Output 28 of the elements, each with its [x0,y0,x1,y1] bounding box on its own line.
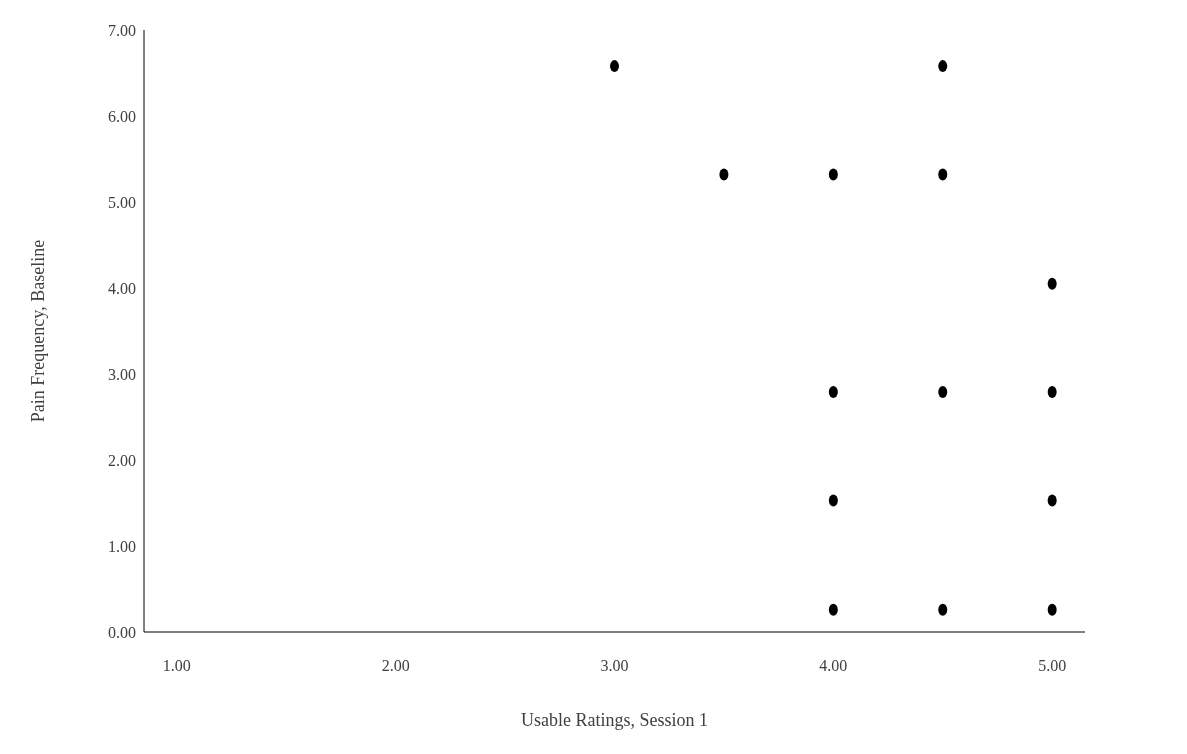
point [1047,603,1057,616]
point [1047,494,1057,507]
y-tick-label: 6.00 [108,107,136,125]
x-tick-label: 5.00 [1038,657,1067,675]
x-tick-label: 2.00 [381,657,410,675]
point [828,386,838,399]
point [828,494,838,507]
y-tick-label: 1.00 [108,537,136,555]
y-axis-title: Pain Frequency, Baseline [28,239,49,423]
point [938,603,948,616]
point [938,168,948,181]
point [1047,277,1057,290]
y-tick-label: 3.00 [108,365,136,383]
y-tick-label: 2.00 [108,451,136,469]
x-axis-title: Usable Ratings, Session 1 [521,710,708,730]
point [828,603,838,616]
point [1047,386,1057,399]
point [828,168,838,181]
y-tick-label: 4.00 [108,279,136,297]
point [938,60,948,73]
point [719,168,729,181]
y-tick-label: 5.00 [108,193,136,211]
point [938,386,948,399]
x-tick-label: 1.00 [162,657,191,675]
x-tick-label: 4.00 [819,657,848,675]
y-tick-label: 0.00 [108,623,136,641]
y-tick-label: 7.00 [108,21,136,39]
x-tick-label: 3.00 [600,657,629,675]
